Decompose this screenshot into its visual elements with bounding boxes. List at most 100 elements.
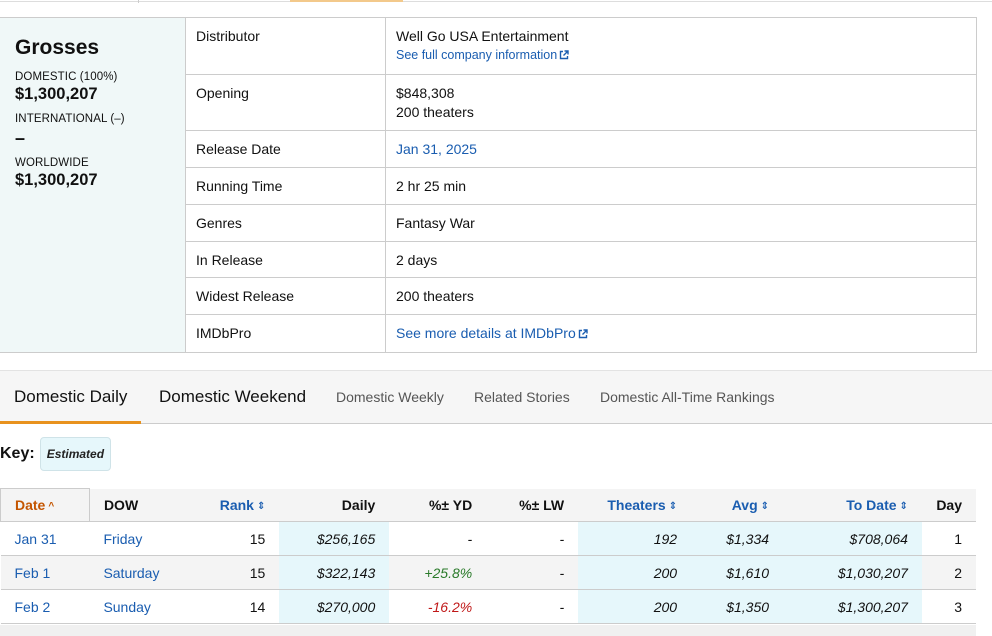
top-divider (0, 0, 992, 3)
release-date-link[interactable]: Jan 31, 2025 (396, 141, 477, 158)
header-avg[interactable]: Avg ⇕ (691, 488, 784, 522)
header-to-date-label: To Date (846, 496, 897, 513)
header-date[interactable]: Date ^ (0, 488, 90, 522)
header-theaters[interactable]: Theaters ⇕ (578, 488, 692, 522)
cell-theaters: 200 (578, 589, 692, 624)
tab-bar: Domestic Daily Domestic Weekend Domestic… (0, 370, 992, 424)
estimated-badge: Estimated (39, 437, 112, 471)
tab-domestic-weekend[interactable]: Domestic Weekend (159, 387, 307, 406)
running-time-label: Running Time (186, 168, 386, 204)
sort-icon: ⇕ (760, 500, 770, 512)
distributor-label: Distributor (186, 18, 386, 74)
table-row: Jan 31 Friday 15 $256,165 - - 192 $1,334… (0, 521, 976, 556)
cell-to-date: $708,064 (783, 521, 922, 556)
widest-release-label: Widest Release (186, 278, 386, 315)
sort-icon: ⇕ (668, 500, 678, 512)
cell-lw: - (486, 555, 579, 590)
company-info-link-label: See full company information (396, 48, 558, 62)
cell-lw: - (486, 589, 579, 624)
cell-rank: 15 (199, 521, 280, 556)
tab-all-time-rankings[interactable]: Domestic All-Time Rankings (600, 389, 775, 405)
details-panel: Distributor Well Go USA Entertainment Se… (186, 18, 976, 352)
international-label: INTERNATIONAL (–) (15, 113, 125, 125)
key-legend: Key: Estimated (0, 436, 112, 472)
cell-day: 2 (921, 555, 976, 590)
cell-to-date: $1,300,207 (783, 589, 922, 624)
detail-row-running-time: Running Time 2 hr 25 min (186, 168, 976, 205)
release-label: Release Date (186, 131, 386, 168)
cell-day: 3 (921, 589, 976, 624)
opening-label: Opening (186, 74, 386, 131)
opening-value: $848,308 (396, 84, 455, 101)
detail-row-widest-release: Widest Release 200 theaters (186, 278, 976, 316)
cell-avg: $1,334 (691, 521, 784, 556)
header-daily: Daily (279, 488, 390, 522)
key-label: Key: (0, 445, 35, 462)
cell-dow-link[interactable]: Sunday (89, 589, 200, 624)
cell-daily: $270,000 (279, 589, 390, 624)
genres-value: Fantasy War (396, 214, 475, 231)
cell-yd: - (389, 521, 487, 556)
detail-row-in-release: In Release 2 days (186, 241, 976, 279)
cell-date-link[interactable]: Feb 2 (0, 589, 90, 624)
cell-date-link[interactable]: Jan 31 (0, 521, 90, 556)
sort-icon: ⇕ (899, 500, 908, 512)
external-link-icon (560, 50, 569, 60)
imdbpro-link[interactable]: See more details at IMDbPro (386, 315, 976, 352)
cell-avg: $1,610 (691, 555, 784, 590)
sort-up-icon: ^ (48, 501, 55, 512)
table-row: Feb 1 Saturday 15 $322,143 +25.8% - 200 … (0, 555, 976, 590)
cell-dow-link[interactable]: Saturday (89, 555, 200, 590)
worldwide-label: WORLDWIDE (15, 157, 89, 169)
header-yd: %± YD (389, 488, 487, 522)
header-avg-label: Avg (731, 496, 758, 513)
header-day: Day (921, 488, 976, 522)
cell-day: 1 (921, 521, 976, 556)
detail-row-opening: Opening $848,308 200 theaters (186, 74, 976, 132)
genres-label: Genres (186, 204, 386, 241)
opening-cell: $848,308 200 theaters (386, 75, 976, 131)
table-row: Feb 2 Sunday 14 $270,000 -16.2% - 200 $1… (0, 589, 976, 624)
header-to-date[interactable]: To Date ⇕ (783, 488, 922, 522)
cell-daily: $256,165 (279, 521, 390, 556)
tab-domestic-daily[interactable]: Domestic Daily (0, 371, 142, 424)
distributor-cell: Well Go USA Entertainment See full compa… (386, 18, 976, 74)
cell-yd: +25.8% (389, 555, 487, 590)
imdbpro-link-label: See more details at IMDbPro (396, 325, 576, 342)
external-link-icon (578, 329, 588, 339)
opening-theaters: 200 theaters (396, 103, 474, 120)
cell-date-link[interactable]: Feb 1 (0, 555, 90, 590)
grosses-panel: Grosses DOMESTIC (100%) $1,300,207 INTER… (0, 18, 186, 352)
table-header-row: Date ^ DOW Rank ⇕ Daily %± YD %± LW Theate… (0, 488, 976, 522)
summary-table: Grosses DOMESTIC (100%) $1,300,207 INTER… (0, 17, 977, 353)
daily-table: Date ^ DOW Rank ⇕ Daily %± YD %± LW Theate… (0, 488, 976, 624)
tab-domestic-weekly[interactable]: Domestic Weekly (336, 389, 444, 405)
header-theaters-label: Theaters (607, 496, 666, 513)
domestic-label: DOMESTIC (100%) (15, 71, 118, 83)
detail-row-release: Release Date Jan 31, 2025 (186, 131, 976, 169)
detail-row-genres: Genres Fantasy War (186, 204, 976, 242)
header-dow: DOW (89, 488, 200, 522)
company-info-link[interactable]: See full company information (396, 48, 976, 62)
domestic-value: $1,300,207 (15, 85, 98, 103)
cell-theaters: 192 (578, 521, 692, 556)
imdbpro-label: IMDbPro (186, 315, 386, 352)
cell-dow-link[interactable]: Friday (89, 521, 200, 556)
header-rank[interactable]: Rank ⇕ (199, 488, 280, 522)
widest-release-value: 200 theaters (396, 288, 474, 305)
tab-related-stories[interactable]: Related Stories (474, 389, 570, 405)
cell-daily: $322,143 (279, 555, 390, 590)
header-rank-label: Rank (219, 496, 254, 513)
running-time-value: 2 hr 25 min (396, 178, 467, 195)
divider-mark (138, 0, 139, 3)
cell-avg: $1,350 (691, 589, 784, 624)
in-release-value: 2 days (396, 251, 438, 268)
international-value: – (15, 128, 26, 148)
cell-to-date: $1,030,207 (783, 555, 922, 590)
cell-rank: 14 (199, 589, 280, 624)
active-nav-accent (290, 0, 403, 2)
cell-theaters: 200 (578, 555, 692, 590)
header-date-label: Date (15, 497, 46, 513)
grosses-title: Grosses (15, 36, 100, 59)
in-release-label: In Release (186, 241, 386, 278)
